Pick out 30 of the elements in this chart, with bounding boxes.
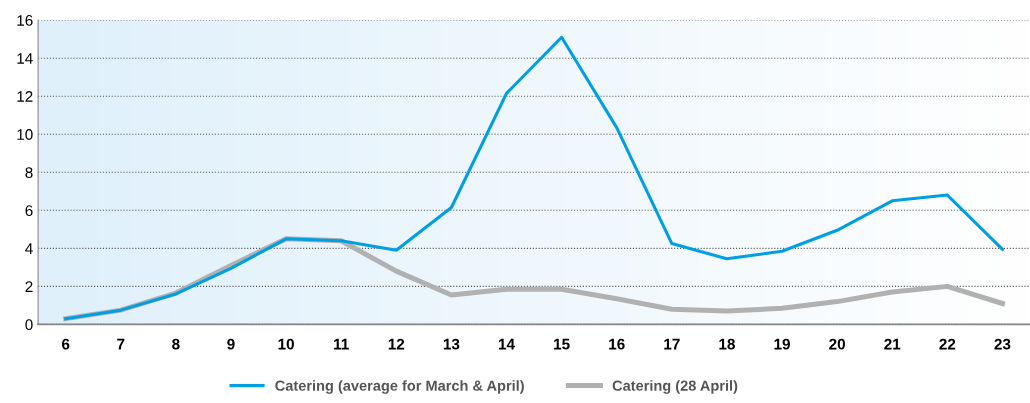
y-tick-label: 8	[25, 167, 33, 178]
x-tick-label: 21	[884, 338, 901, 350]
x-tick-label: 23	[994, 338, 1011, 350]
y-tick-label: 6	[25, 205, 33, 216]
y-tick-label: 4	[25, 243, 33, 254]
x-tick-label: 16	[609, 338, 625, 350]
x-tick-label: 10	[278, 338, 294, 350]
x-tick-label: 14	[498, 338, 515, 350]
x-tick-label: 20	[829, 338, 845, 350]
x-tick-label: 13	[443, 338, 460, 350]
x-tick-label: 11	[334, 338, 349, 350]
x-tick-label: 9	[227, 338, 235, 350]
x-tick-label: 22	[939, 338, 956, 350]
x-tick-label: 6	[61, 338, 70, 350]
x-tick-label: 15	[554, 338, 570, 350]
x-tick-label: 7	[117, 338, 125, 350]
x-tick-label: 8	[172, 338, 180, 350]
legend-label: Catering (average for March & April)	[275, 380, 524, 394]
y-tick-label: 2	[25, 281, 33, 292]
x-tick-label: 17	[664, 338, 680, 350]
y-tick-label: 12	[17, 91, 33, 102]
x-tick-label: 19	[774, 338, 790, 350]
y-tick-label: 16	[17, 15, 33, 26]
x-tick-label: 12	[388, 338, 405, 350]
x-tick-label: 18	[719, 338, 735, 350]
line-series	[64, 35, 1004, 321]
y-tick-label: 10	[17, 129, 33, 140]
legend-label: Catering (28 April)	[612, 380, 738, 394]
y-tick-label: 14	[17, 53, 33, 64]
y-tick-label: 0	[25, 319, 33, 331]
